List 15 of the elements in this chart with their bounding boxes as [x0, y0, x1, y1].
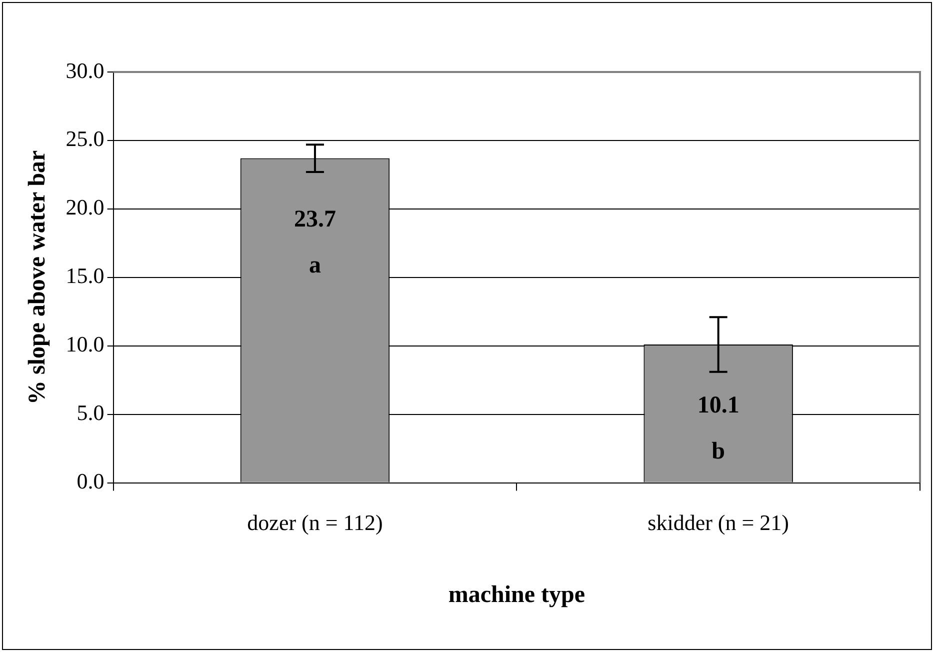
y-tick-label: 10.0 [66, 332, 104, 357]
x-axis-title: machine type [448, 582, 586, 608]
annotation: a [308, 252, 321, 278]
annotation: b [712, 438, 726, 465]
y-tick-label: 5.0 [76, 400, 104, 426]
x-tick-label: dozer (n = 112) [247, 510, 383, 535]
y-axis-title: % slope above water bar [24, 150, 51, 404]
y-tick-label: 30.0 [66, 58, 104, 83]
y-tick-label: 0.0 [76, 468, 104, 494]
y-tick-label: 20.0 [66, 194, 104, 220]
data-label: 23.7 [294, 206, 336, 232]
y-tick-label: 25.0 [66, 126, 104, 152]
x-tick-label: skidder (n = 21) [648, 510, 789, 535]
y-tick-label: 15.0 [66, 263, 104, 288]
data-label: 10.1 [697, 392, 740, 419]
